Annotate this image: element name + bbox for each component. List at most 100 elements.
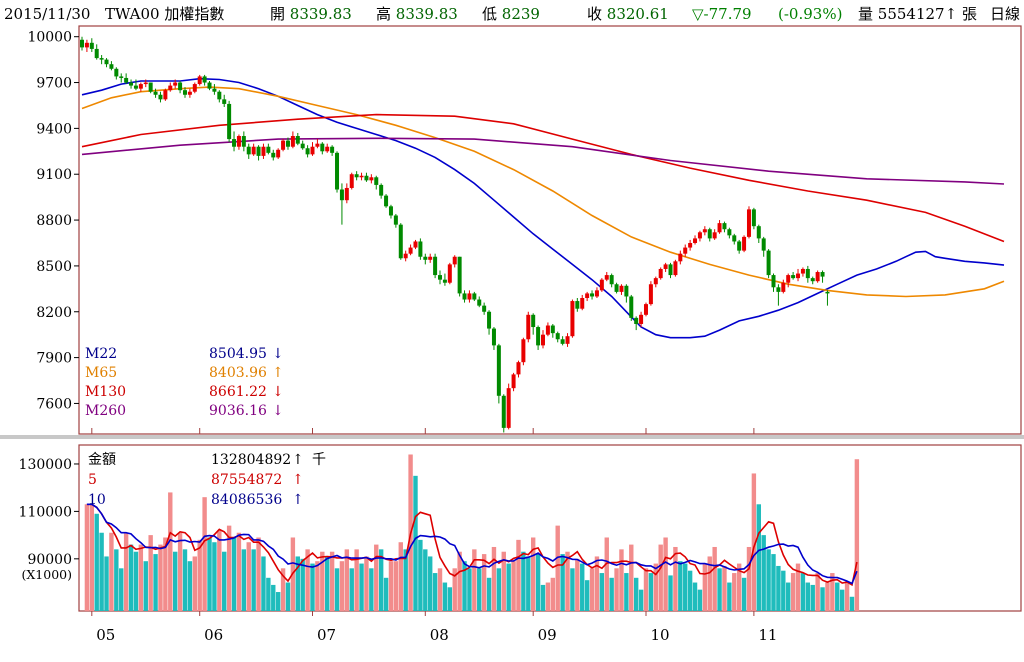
volume-bar	[383, 577, 389, 611]
candle	[472, 291, 477, 302]
candle-body	[168, 85, 173, 91]
candle	[653, 276, 658, 288]
candle-body	[344, 187, 349, 201]
candle	[531, 313, 536, 335]
candle	[766, 249, 771, 279]
candle-body	[266, 146, 271, 153]
volume-legend-arrow: ↑	[292, 492, 304, 508]
candle	[673, 259, 678, 277]
candle-body	[305, 148, 310, 155]
volume-bar	[481, 554, 487, 611]
volume-bar	[119, 568, 124, 611]
candle	[236, 134, 241, 150]
volume-bar	[241, 549, 247, 611]
candle	[501, 394, 506, 433]
volume-bar	[756, 504, 761, 611]
volume-bar	[501, 551, 506, 611]
candle-body	[129, 82, 134, 86]
candle-body	[717, 223, 722, 233]
candle	[810, 276, 815, 285]
candle	[737, 239, 742, 254]
candle	[182, 87, 187, 98]
candle-body	[354, 174, 359, 178]
candle-body	[138, 84, 143, 89]
volume-bar	[354, 549, 359, 611]
volume-bar	[790, 573, 796, 611]
volume-bar	[786, 582, 791, 611]
candle-body	[467, 293, 472, 300]
candle	[658, 267, 663, 280]
candle-body	[89, 42, 94, 49]
candle-body	[104, 59, 109, 65]
volume-bar	[727, 582, 732, 611]
header-volume: 量 5554127↑ 張	[858, 5, 977, 23]
candle	[491, 327, 496, 350]
volume-bar	[114, 549, 119, 611]
candle	[683, 244, 688, 257]
volume-unit: 張	[961, 5, 977, 23]
candle	[678, 250, 683, 265]
candle-body	[271, 152, 276, 158]
candle	[580, 294, 585, 311]
candle-body	[119, 76, 124, 78]
candle-body	[565, 336, 570, 344]
x-axis-label: 05	[96, 626, 115, 644]
volume-bar	[526, 556, 531, 611]
candle-body	[668, 264, 673, 276]
candle	[467, 290, 472, 303]
volume-bar	[648, 573, 654, 611]
volume-bar	[781, 570, 786, 611]
candle-body	[438, 275, 443, 280]
candle	[187, 88, 192, 98]
candle-body	[281, 140, 286, 150]
legend-m65-arrow: ↑	[272, 365, 284, 381]
candle-body	[251, 146, 256, 155]
candle-body	[339, 189, 344, 201]
candle	[212, 84, 217, 95]
volume-bar	[565, 551, 570, 611]
candle	[555, 331, 560, 343]
volume-bar	[378, 549, 384, 611]
candle	[771, 273, 776, 292]
volume-bar	[310, 563, 315, 611]
candle	[423, 253, 428, 265]
candle	[550, 323, 555, 338]
volume-bar	[472, 549, 477, 611]
candle-body	[379, 184, 384, 196]
volume-bar	[560, 554, 565, 611]
candle-body	[408, 247, 413, 254]
candle	[232, 131, 237, 152]
volume-bar	[271, 584, 276, 611]
candle-body	[487, 311, 492, 329]
candle	[133, 79, 138, 91]
candle	[526, 311, 531, 343]
candle-body	[335, 152, 340, 190]
low-label: 低	[482, 5, 498, 23]
candle	[295, 132, 300, 146]
candle-body	[590, 293, 595, 297]
header-change-pct: (-0.93%)	[778, 5, 843, 23]
candle-body	[114, 68, 119, 77]
volume-bar	[633, 577, 639, 611]
legend-m260-value: 9036.16	[209, 403, 267, 419]
low-value: 8239	[501, 5, 540, 23]
candle-body	[364, 175, 369, 181]
volume-bar	[462, 561, 467, 611]
candle	[168, 82, 173, 92]
candle	[624, 284, 629, 303]
candle-body	[688, 242, 693, 248]
candle-body	[472, 293, 477, 300]
candle-body	[506, 388, 511, 428]
volume-bar	[236, 532, 242, 611]
candle	[197, 74, 202, 86]
candle	[712, 229, 717, 240]
candle	[148, 82, 153, 94]
candle	[428, 253, 433, 263]
candle-body	[766, 250, 771, 276]
legend-m130-value: 8661.22	[209, 384, 267, 400]
candle	[138, 82, 143, 92]
price-y-label: 9100	[36, 167, 72, 183]
candle	[339, 183, 344, 225]
candle	[786, 273, 791, 288]
candle	[300, 140, 305, 150]
